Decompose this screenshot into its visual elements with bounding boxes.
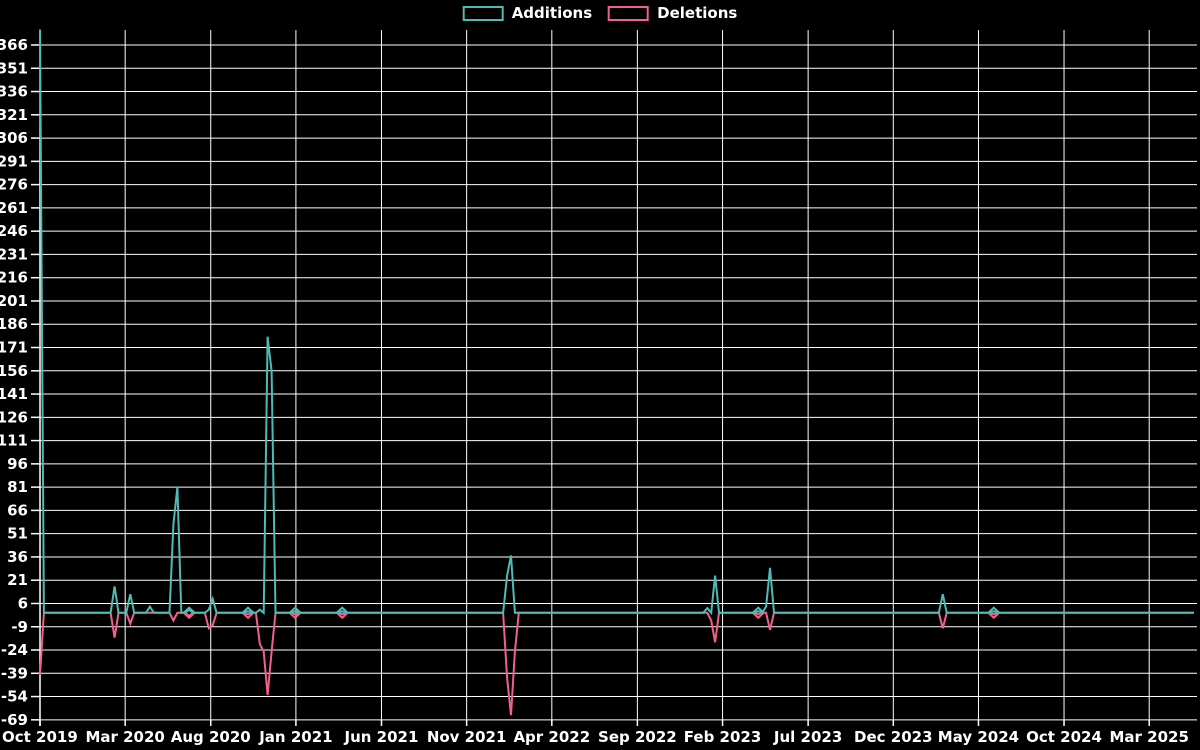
- y-tick-label: 51: [7, 525, 28, 543]
- legend-label-deletions: Deletions: [657, 4, 738, 22]
- chart-legend: Additions Deletions: [462, 4, 737, 22]
- y-tick-label: 6: [18, 594, 28, 612]
- x-tick-label: Oct 2024: [1026, 728, 1102, 746]
- y-tick-label: 366: [0, 36, 28, 54]
- y-tick-label: 336: [0, 83, 28, 101]
- y-tick-label: -54: [1, 688, 28, 706]
- y-tick-label: 81: [7, 478, 28, 496]
- y-tick-label: 351: [0, 59, 28, 77]
- y-tick-label: -9: [11, 618, 28, 636]
- y-tick-label: 66: [7, 501, 28, 519]
- y-tick-label: -69: [1, 711, 28, 729]
- y-tick-label: 201: [0, 292, 28, 310]
- x-tick-label: Dec 2023: [854, 728, 933, 746]
- y-tick-label: 261: [0, 199, 28, 217]
- x-tick-label: Mar 2020: [85, 728, 164, 746]
- legend-item-additions[interactable]: Additions: [462, 4, 593, 22]
- y-tick-label: 111: [0, 432, 28, 450]
- y-tick-label: -39: [1, 664, 28, 682]
- deletions-point-marker-icon: [987, 612, 1000, 620]
- y-tick-label: 246: [0, 222, 28, 240]
- deletions-point-marker-icon: [241, 612, 255, 620]
- y-tick-label: -24: [1, 641, 28, 659]
- deletions-point-marker-icon: [182, 612, 196, 620]
- legend-item-deletions[interactable]: Deletions: [608, 6, 737, 21]
- x-tick-label: May 2024: [938, 728, 1019, 746]
- y-tick-label: 216: [0, 269, 28, 287]
- additions-point-marker-icon: [336, 606, 349, 614]
- y-tick-label: 126: [0, 408, 28, 426]
- x-tick-label: Oct 2019: [2, 728, 78, 746]
- y-tick-label: 96: [7, 455, 28, 473]
- x-tick-label: Sep 2022: [598, 728, 677, 746]
- additions-point-marker-icon: [752, 606, 765, 614]
- series-line-additions: [39, 29, 1194, 616]
- additions-point-marker-icon: [241, 606, 255, 614]
- deletions-swatch-icon: [608, 6, 650, 21]
- y-tick-label: 21: [7, 571, 28, 589]
- additions-point-marker-icon: [987, 606, 1000, 614]
- y-tick-label: 36: [7, 548, 28, 566]
- y-tick-label: 141: [0, 385, 28, 403]
- x-tick-label: Aug 2020: [171, 728, 251, 746]
- additions-point-marker-icon: [182, 606, 196, 614]
- x-tick-label: Jul 2023: [773, 728, 842, 746]
- y-tick-label: 276: [0, 176, 28, 194]
- x-tick-label: Nov 2021: [427, 728, 507, 746]
- x-tick-label: Apr 2022: [513, 728, 590, 746]
- deletions-point-marker-icon: [336, 612, 349, 620]
- deletions-point-marker-icon: [752, 612, 765, 620]
- y-tick-label: 186: [0, 315, 28, 333]
- legend-label-additions: Additions: [511, 4, 593, 22]
- x-tick-label: Mar 2025: [1109, 728, 1188, 746]
- y-tick-label: 306: [0, 129, 28, 147]
- deletions-point-marker-icon: [288, 612, 302, 620]
- x-tick-label: Jun 2021: [344, 728, 419, 746]
- additions-point-marker-icon: [288, 606, 302, 614]
- y-tick-label: 171: [0, 339, 28, 357]
- x-tick-label: Jan 2021: [258, 728, 332, 746]
- y-tick-label: 321: [0, 106, 28, 124]
- y-tick-label: 156: [0, 362, 28, 380]
- x-tick-label: Feb 2023: [684, 728, 762, 746]
- additions-swatch-icon: [462, 6, 504, 21]
- y-tick-label: 291: [0, 152, 28, 170]
- series-line-deletions: [39, 611, 1194, 716]
- y-tick-label: 231: [0, 245, 28, 263]
